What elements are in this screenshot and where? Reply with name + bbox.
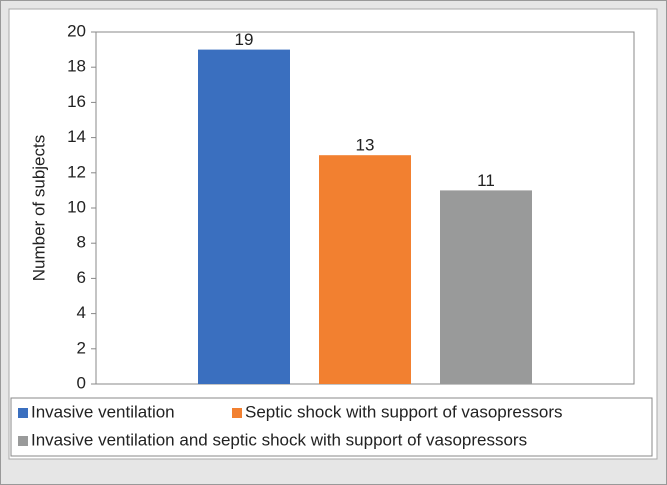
- legend-label: Invasive ventilation and septic shock wi…: [31, 430, 527, 449]
- y-axis-label: Number of subjects: [29, 135, 48, 281]
- data-label: 19: [235, 30, 254, 49]
- y-tick-label: 0: [77, 373, 86, 392]
- y-tick-label: 10: [67, 197, 86, 216]
- y-tick-label: 8: [77, 233, 86, 252]
- y-tick-label: 18: [67, 57, 86, 76]
- legend-swatch: [232, 408, 242, 418]
- data-label: 13: [356, 136, 375, 155]
- legend-swatch: [18, 408, 28, 418]
- y-tick-label: 14: [67, 127, 86, 146]
- legend-label: Septic shock with support of vasopressor…: [245, 402, 562, 421]
- y-tick-label: 20: [67, 21, 86, 40]
- y-tick-label: 2: [77, 338, 86, 357]
- bar: [198, 49, 290, 384]
- legend-swatch: [18, 436, 28, 446]
- bar: [440, 190, 532, 384]
- y-tick-label: 16: [67, 92, 86, 111]
- data-label: 11: [477, 171, 495, 190]
- bar: [319, 155, 411, 384]
- y-tick-label: 4: [77, 303, 86, 322]
- y-tick-label: 12: [67, 162, 86, 181]
- y-tick-label: 6: [77, 268, 86, 287]
- legend-label: Invasive ventilation: [31, 402, 175, 421]
- legend-box: [10, 397, 653, 457]
